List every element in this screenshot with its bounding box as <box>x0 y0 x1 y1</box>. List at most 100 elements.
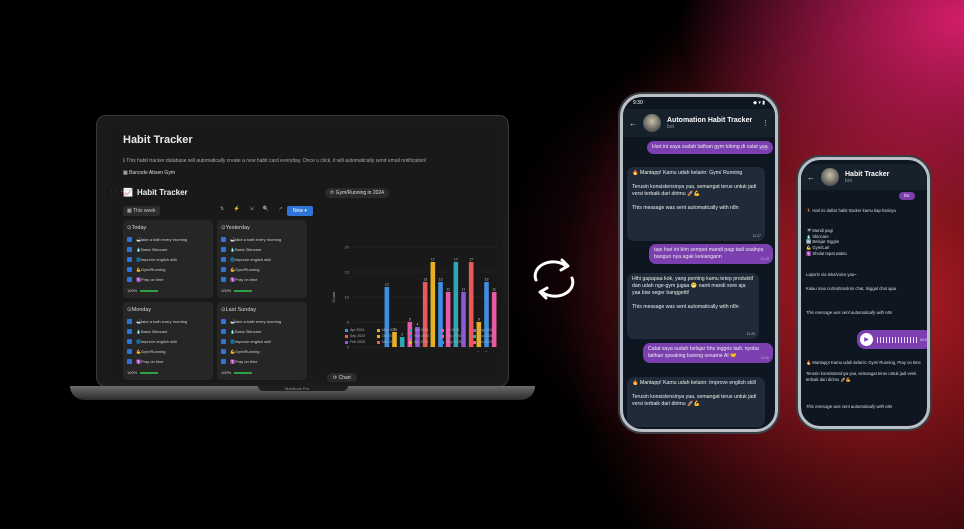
legend-item: Oct 2024 <box>377 333 409 339</box>
checkbox-icon[interactable] <box>221 348 226 354</box>
checkbox-icon[interactable] <box>127 329 132 335</box>
checkbox-icon[interactable] <box>127 266 132 272</box>
page-title: Habit Tracker <box>123 134 193 146</box>
laptop-notch <box>258 386 348 391</box>
card-title: ⊙Monday <box>127 307 152 313</box>
back-arrow-icon[interactable]: ← <box>807 172 815 182</box>
checkbox-icon[interactable] <box>221 247 226 253</box>
habit-item[interactable]: 💪 Gym/Running <box>221 264 281 274</box>
card-title: ⊙Yesterday <box>221 225 250 231</box>
legend-swatch <box>473 334 476 338</box>
data-label: 11 <box>462 288 466 292</box>
checkbox-icon[interactable] <box>221 237 226 243</box>
habit-item[interactable]: 🌐 improve english skill <box>127 337 187 347</box>
progress: 100% <box>221 288 253 293</box>
new-button[interactable]: New ▾ <box>287 206 313 216</box>
avatar[interactable] <box>643 114 661 132</box>
legend-swatch <box>345 328 348 332</box>
reply-hint: Laporin via teks/voice yaa~ <box>806 272 857 277</box>
avatar[interactable] <box>821 168 839 186</box>
habit-card-today[interactable]: ⊙Today 🛁 take a bath every morning 🧴 Bas… <box>123 220 213 298</box>
habit-item[interactable]: 🛐 Pray on time <box>127 274 187 284</box>
habit-item[interactable]: 🛐 Pray on time <box>221 274 281 284</box>
legend-swatch <box>409 328 412 332</box>
habit-item[interactable]: 🛁 take a bath every morning <box>127 317 187 327</box>
view-tab-this-week[interactable]: ▦ This week <box>123 206 160 216</box>
status-bar: 9:30 ◆ ▾ ▮ <box>633 100 765 106</box>
checkbox-icon[interactable] <box>127 338 132 344</box>
checkbox-icon[interactable] <box>127 256 132 262</box>
progress-bar <box>140 371 159 374</box>
checkbox-icon[interactable] <box>127 319 132 325</box>
legend-item: Nov 2024 <box>409 333 441 339</box>
chat-subtitle: bot <box>667 123 674 130</box>
chat-title: Automation Habit Tracker <box>667 116 753 124</box>
habit-item[interactable]: 🧴 Basic Skincare <box>127 245 187 255</box>
y-tick-label: 15 <box>345 270 350 275</box>
phone-habit-tracker-chat: ← Habit Tracker bot list 🏃 Hari ini daft… <box>798 157 930 429</box>
legend-swatch <box>473 328 476 332</box>
sync-icon <box>533 258 575 300</box>
chat-subtitle: bot <box>845 177 852 184</box>
checkbox-icon[interactable] <box>221 338 226 344</box>
laptop-model-label: MacBook Pro <box>285 386 310 391</box>
habit-item[interactable]: 🧴 Basic Skincare <box>221 327 281 337</box>
voice-message[interactable]: ▶ 00:05 <box>857 330 927 349</box>
data-label: 17 <box>469 258 473 262</box>
checkbox-icon[interactable] <box>221 319 226 325</box>
bar <box>484 282 489 347</box>
data-label: 3 <box>394 328 396 332</box>
checkbox-icon[interactable] <box>127 237 132 243</box>
habit-item[interactable]: 🛁 take a bath every morning <box>127 235 187 245</box>
habit-item[interactable]: 🛁 take a bath every morning <box>221 317 281 327</box>
chart-view-tab[interactable]: ⟳ Gym/Running in 2024 <box>325 188 389 198</box>
habit-item[interactable]: 💪 Gym/Running <box>221 346 281 356</box>
habit-item[interactable]: 🛁 take a bath every morning <box>221 235 281 245</box>
barcode-link-label[interactable]: Barcode Absen Gym <box>129 170 175 176</box>
checkbox-icon[interactable] <box>127 348 132 354</box>
habit-item[interactable]: 💪 Gym/Running <box>127 346 187 356</box>
checkbox-icon[interactable] <box>127 358 132 364</box>
habit-card-monday[interactable]: ⊙Monday 🛁 take a bath every morning 🧴 Ba… <box>123 302 213 380</box>
habit-item[interactable]: 🛐 Pray on time <box>127 356 187 366</box>
toolbar-icons[interactable]: ⇅ ⚡ ⇲ 🔍 ↗ ⋯ <box>220 206 301 212</box>
checkbox-icon[interactable] <box>221 358 226 364</box>
phone-telegram-chat: 9:30 ◆ ▾ ▮ ← Automation Habit Tracker bot… <box>620 94 778 432</box>
legend-swatch <box>441 340 444 344</box>
message-in: 🔥 Mantapp! Kamu udah kelarin: Gym/ Runni… <box>627 167 765 241</box>
progress-bar <box>234 289 253 292</box>
legend-item: Sep 2024 <box>345 333 377 339</box>
bar <box>445 292 451 347</box>
data-label: 12 <box>385 283 389 287</box>
habit-item[interactable]: 🛐 Pray on time <box>221 356 281 366</box>
more-icon[interactable]: ⋮ <box>762 120 769 127</box>
chart-button[interactable]: ⟳ Chart <box>327 373 357 382</box>
checkbox-icon[interactable] <box>221 329 226 335</box>
legend-item: May 2024 <box>377 327 409 333</box>
back-arrow-icon[interactable]: ← <box>629 118 637 128</box>
data-label: 11 <box>492 288 496 292</box>
habit-item[interactable]: 🌐 improve english skill <box>221 255 281 265</box>
checkbox-icon[interactable] <box>221 266 226 272</box>
habit-item[interactable]: 💪 Gym/Running <box>127 264 187 274</box>
habit-card-last-sunday[interactable]: ⊙Last Sunday 🛁 take a bath every morning… <box>217 302 307 380</box>
checkbox-icon[interactable] <box>221 276 226 282</box>
play-icon[interactable]: ▶ <box>860 333 873 346</box>
bar <box>415 327 420 347</box>
message-in: 🔥 Mantapp! Kamu udah kelarin: Gym/ Runni… <box>806 360 921 383</box>
barcode-link[interactable]: ▦ Barcode Absen Gym <box>123 170 175 176</box>
drag-handle-icon[interactable]: ⋮⋮ + <box>109 189 124 195</box>
checkbox-icon[interactable] <box>127 276 132 282</box>
habit-item[interactable]: 🧴 Basic Skincare <box>127 327 187 337</box>
auto-note: This message was sent automatically with… <box>806 310 893 315</box>
chat-hint: Kalau mau curhat/random chat, tinggal ch… <box>806 286 897 291</box>
checkbox-icon[interactable] <box>221 256 226 262</box>
chart-legend: Apr 2024 May 2024 Jun 2024 Jul 2024 Aug 2024… <box>345 327 502 345</box>
checkbox-icon[interactable] <box>127 247 132 253</box>
habit-item[interactable]: 🌐 improve english skill <box>221 337 281 347</box>
habit-item[interactable]: 🧴 Basic Skincare <box>221 245 281 255</box>
habit-card-yesterday[interactable]: ⊙Yesterday 🛁 take a bath every morning 🧴… <box>217 220 307 298</box>
habit-item[interactable]: 🌐 improve english skill <box>127 255 187 265</box>
y-tick-label: 20 <box>345 245 350 250</box>
laptop-base <box>70 386 535 400</box>
